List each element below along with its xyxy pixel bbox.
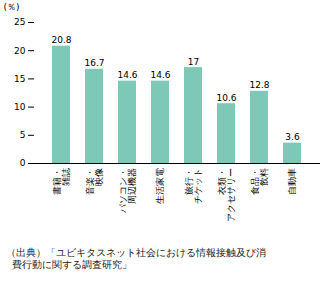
svg-text:16.7: 16.7 (84, 58, 104, 68)
svg-text:生活家電: 生活家電 (155, 168, 165, 204)
svg-text:5: 5 (20, 130, 26, 140)
svg-text:衣類・アクセサリー: 衣類・アクセサリー (217, 168, 236, 222)
svg-text:音楽・映像: 音楽・映像 (85, 168, 104, 195)
svg-text:自動車: 自動車 (287, 168, 297, 195)
svg-text:20.8: 20.8 (51, 35, 71, 45)
svg-text:書籍・雑誌: 書籍・雑誌 (52, 168, 71, 195)
svg-text:食品・飲料: 食品・飲料 (250, 168, 269, 195)
svg-text:パソコン・周辺機器: パソコン・周辺機器 (118, 168, 137, 214)
svg-text:14.6: 14.6 (117, 70, 137, 80)
html-text:（出典）「ユビキタスネット社会における情報接触及び消 費行動: （出典）「ユビキタスネット社会における情報接触及び消 費行動に関する調査研究」 (6, 247, 266, 270)
svg-text:0: 0 (20, 158, 26, 168)
svg-text:15: 15 (14, 74, 25, 84)
svg-text:14.6: 14.6 (150, 70, 170, 80)
svg-text:20: 20 (14, 46, 26, 56)
svg-text:(％): (％) (4, 2, 20, 12)
svg-text:25: 25 (14, 17, 25, 27)
svg-text:10: 10 (14, 102, 26, 112)
svg-text:17: 17 (188, 57, 199, 67)
svg-text:10.6: 10.6 (216, 93, 236, 103)
svg-text:3.6: 3.6 (285, 132, 300, 142)
svg-text:旅行・チケット: 旅行・チケット (184, 168, 203, 204)
svg-text:12.8: 12.8 (249, 80, 269, 90)
